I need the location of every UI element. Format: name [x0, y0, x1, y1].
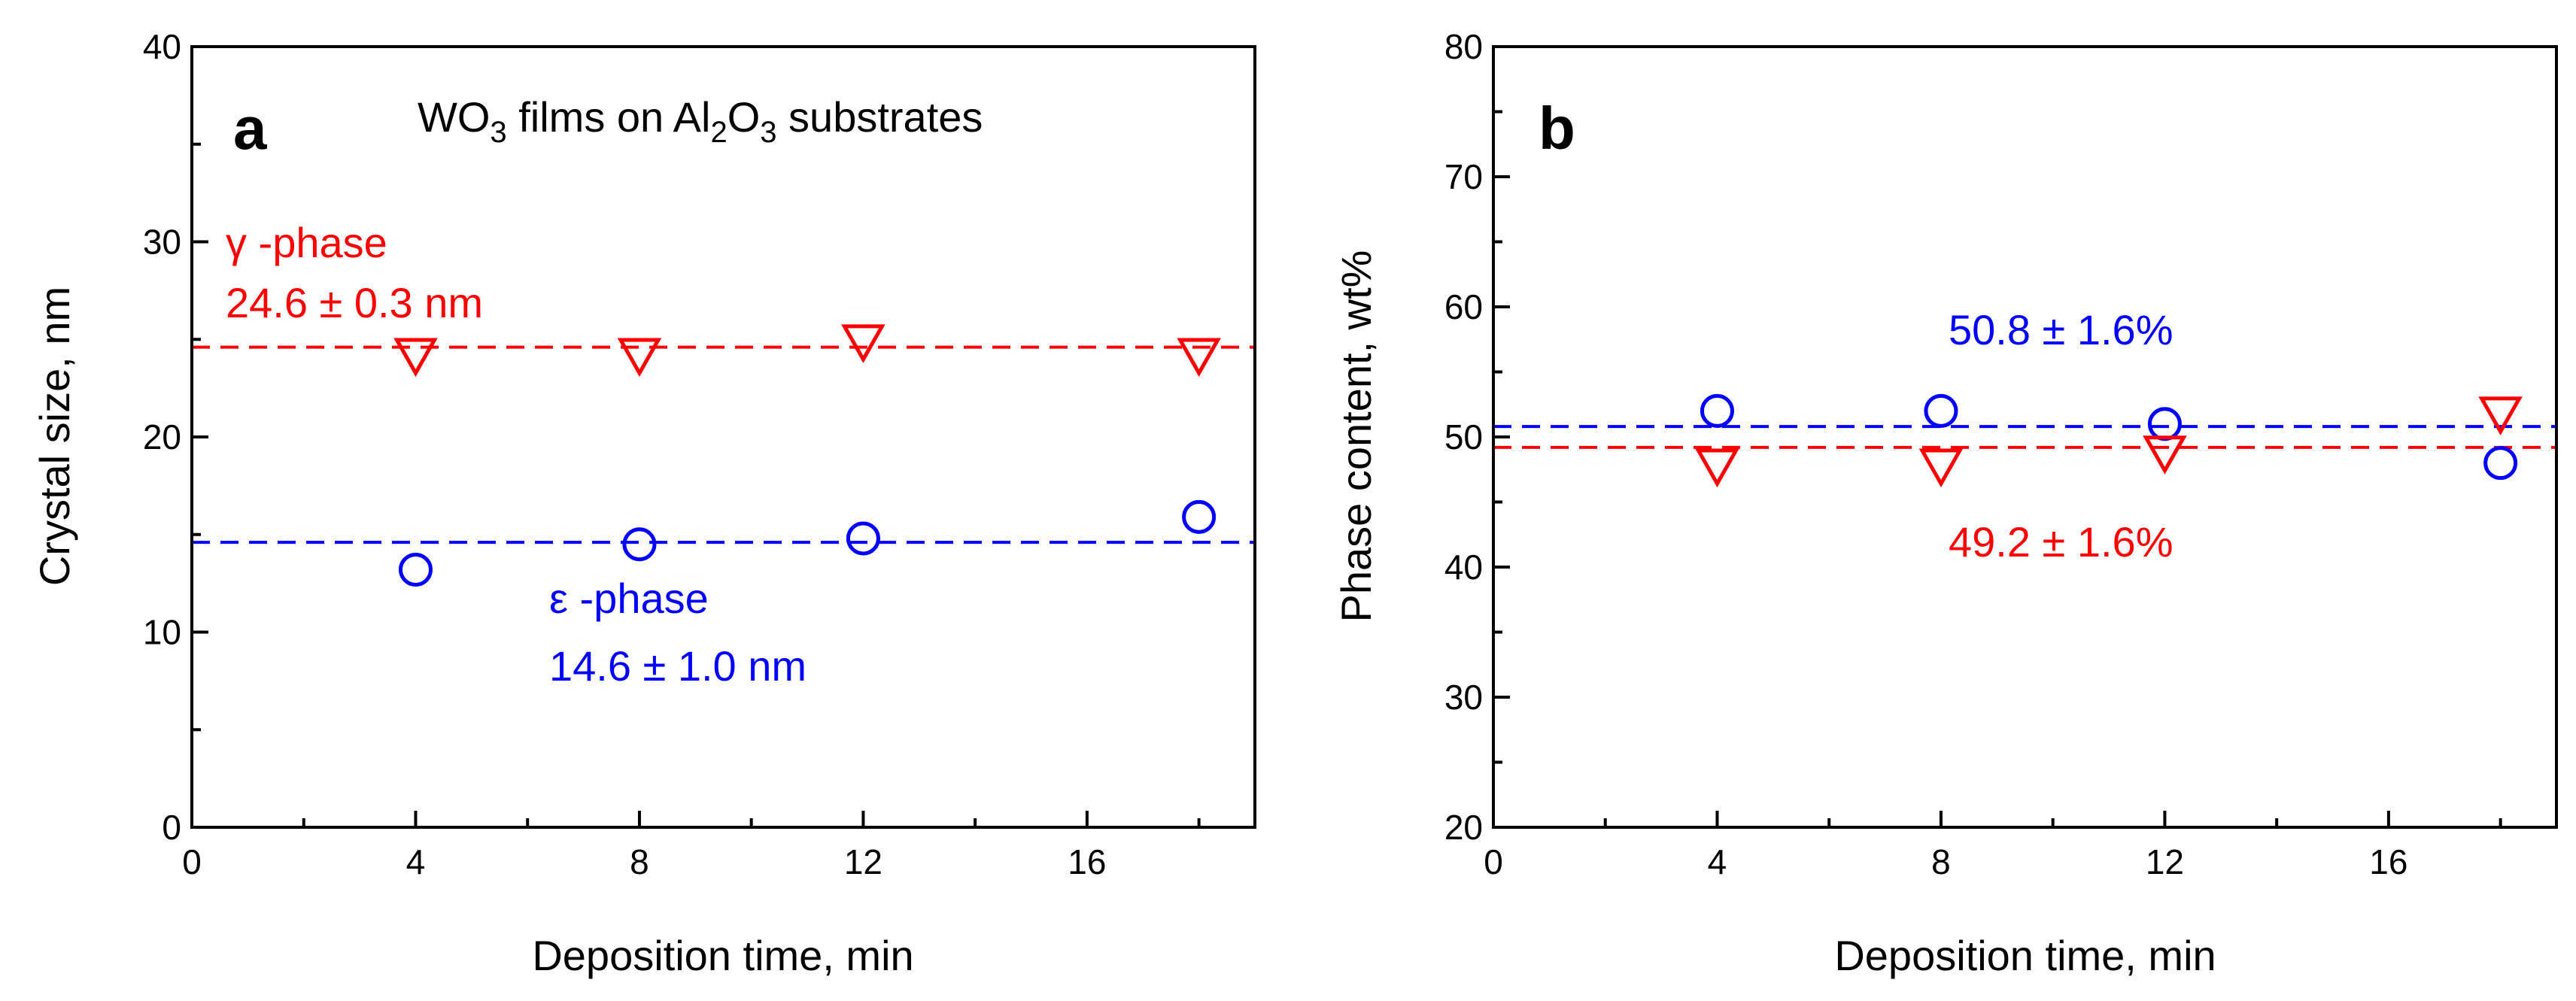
panel-b-gamma-annotation: 49.2 ± 1.6% — [1949, 518, 2173, 566]
panel-a-gamma-value: 24.6 ± 0.3 nm — [226, 279, 483, 326]
panel-a-epsilon-value: 14.6 ± 1.0 nm — [549, 642, 807, 690]
panel-a-epsilon-point — [846, 521, 880, 556]
panel-b-gamma-point — [1918, 448, 1964, 488]
panel-b-gamma-point — [2143, 435, 2187, 475]
panel-a-y-tick-label: 30 — [143, 223, 181, 262]
panel-a-letter: a — [233, 95, 267, 162]
panel-a-crystal-size-chart: a WO3 films on Al2O3 substrates γ -phase… — [31, 27, 1256, 979]
panel-b-letter: b — [1539, 95, 1575, 162]
panel-b-y-tick-label: 50 — [1444, 417, 1483, 457]
panel-a-x-axis-title: Deposition time, min — [532, 932, 913, 979]
panel-a-x-tick-label: 16 — [1068, 842, 1106, 881]
panel-a-gamma-point — [617, 338, 662, 378]
panel-a-gamma-point — [393, 338, 438, 378]
panel-b-epsilon-annotation: 50.8 ± 1.6% — [1949, 306, 2173, 353]
panel-a-x-tick-label: 12 — [844, 842, 882, 881]
panel-a-epsilon-point — [1182, 499, 1217, 534]
panel-a-y-tick-label: 40 — [143, 27, 181, 66]
panel-b-x-tick-label: 0 — [1484, 842, 1503, 881]
panel-b-y-tick-label: 70 — [1444, 157, 1483, 196]
panel-b-x-tick-label: 8 — [1931, 842, 1951, 881]
panel-a-epsilon-point — [622, 527, 657, 562]
panel-b-y-tick-label: 60 — [1444, 287, 1483, 326]
panel-b-phase-content-chart: b 50.8 ± 1.6% 49.2 ± 1.6% Deposition tim… — [1332, 27, 2558, 979]
panel-b-epsilon-point — [1924, 393, 1958, 428]
panel-b-epsilon-point — [2147, 407, 2182, 441]
panel-b-x-tick-label: 12 — [2146, 842, 2184, 881]
panel-b-epsilon-point — [2483, 446, 2518, 481]
panel-a-gamma-point — [841, 324, 886, 363]
panel-b-y-tick-label: 20 — [1444, 808, 1483, 847]
panel-b-epsilon-point — [1700, 393, 1734, 428]
panel-a-gamma-point — [1177, 338, 1221, 378]
panel-b-plot-frame — [1492, 45, 2558, 829]
panel-b-x-tick-label: 16 — [2369, 842, 2407, 881]
panel-a-title: WO3 films on Al2O3 substrates — [418, 93, 983, 149]
panel-a-y-tick-label: 0 — [162, 808, 181, 847]
panel-a-gamma-label: γ -phase — [226, 219, 387, 266]
panel-a-y-axis-title: Crystal size, nm — [31, 287, 78, 586]
panel-b-y-tick-label: 40 — [1444, 548, 1483, 587]
panel-a-y-tick-label: 10 — [143, 613, 181, 652]
panel-b-y-tick-label: 30 — [1444, 678, 1483, 717]
panel-b-gamma-point — [1695, 448, 1739, 488]
panel-a-epsilon-label: ε -phase — [549, 575, 709, 622]
panel-a-y-tick-label: 20 — [143, 417, 181, 457]
panel-b-y-tick-label: 80 — [1444, 27, 1483, 66]
panel-a-x-tick-label: 0 — [182, 842, 202, 881]
panel-a-x-tick-label: 4 — [406, 842, 426, 881]
panel-b-x-tick-label: 4 — [1708, 842, 1727, 881]
panel-a-plot-frame — [190, 45, 1256, 829]
panel-b-gamma-point — [2478, 396, 2523, 435]
panel-b-x-axis-title: Deposition time, min — [1834, 932, 2216, 979]
panel-b-y-axis-title: Phase content, wt% — [1332, 250, 1380, 623]
panel-a-x-tick-label: 8 — [630, 842, 649, 881]
panel-a-epsilon-point — [398, 552, 433, 587]
